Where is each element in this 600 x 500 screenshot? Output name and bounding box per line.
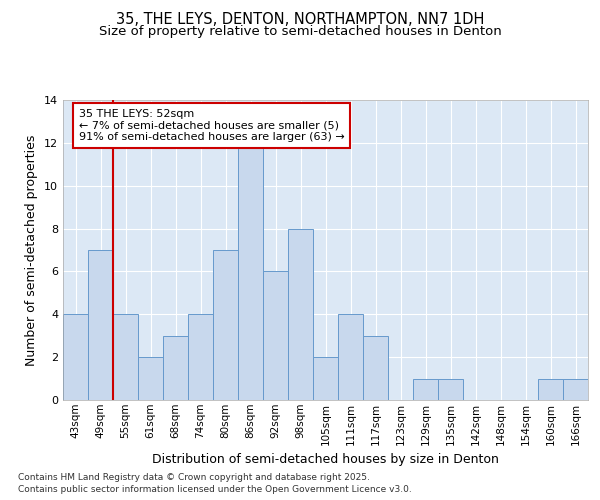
Text: Contains public sector information licensed under the Open Government Licence v3: Contains public sector information licen… <box>18 485 412 494</box>
Bar <box>138 357 163 400</box>
Bar <box>188 314 213 400</box>
Bar <box>213 250 238 400</box>
Bar <box>113 314 138 400</box>
Bar <box>238 143 263 400</box>
Bar <box>263 272 288 400</box>
Bar <box>363 336 388 400</box>
Bar <box>63 314 88 400</box>
Bar <box>88 250 113 400</box>
Bar <box>313 357 338 400</box>
Bar <box>438 378 463 400</box>
Text: 35 THE LEYS: 52sqm
← 7% of semi-detached houses are smaller (5)
91% of semi-deta: 35 THE LEYS: 52sqm ← 7% of semi-detached… <box>79 109 344 142</box>
Text: 35, THE LEYS, DENTON, NORTHAMPTON, NN7 1DH: 35, THE LEYS, DENTON, NORTHAMPTON, NN7 1… <box>116 12 484 28</box>
Bar <box>288 228 313 400</box>
Bar <box>338 314 363 400</box>
Bar <box>163 336 188 400</box>
Y-axis label: Number of semi-detached properties: Number of semi-detached properties <box>25 134 38 366</box>
X-axis label: Distribution of semi-detached houses by size in Denton: Distribution of semi-detached houses by … <box>152 453 499 466</box>
Bar <box>563 378 588 400</box>
Text: Contains HM Land Registry data © Crown copyright and database right 2025.: Contains HM Land Registry data © Crown c… <box>18 472 370 482</box>
Bar <box>538 378 563 400</box>
Bar <box>413 378 438 400</box>
Text: Size of property relative to semi-detached houses in Denton: Size of property relative to semi-detach… <box>98 25 502 38</box>
